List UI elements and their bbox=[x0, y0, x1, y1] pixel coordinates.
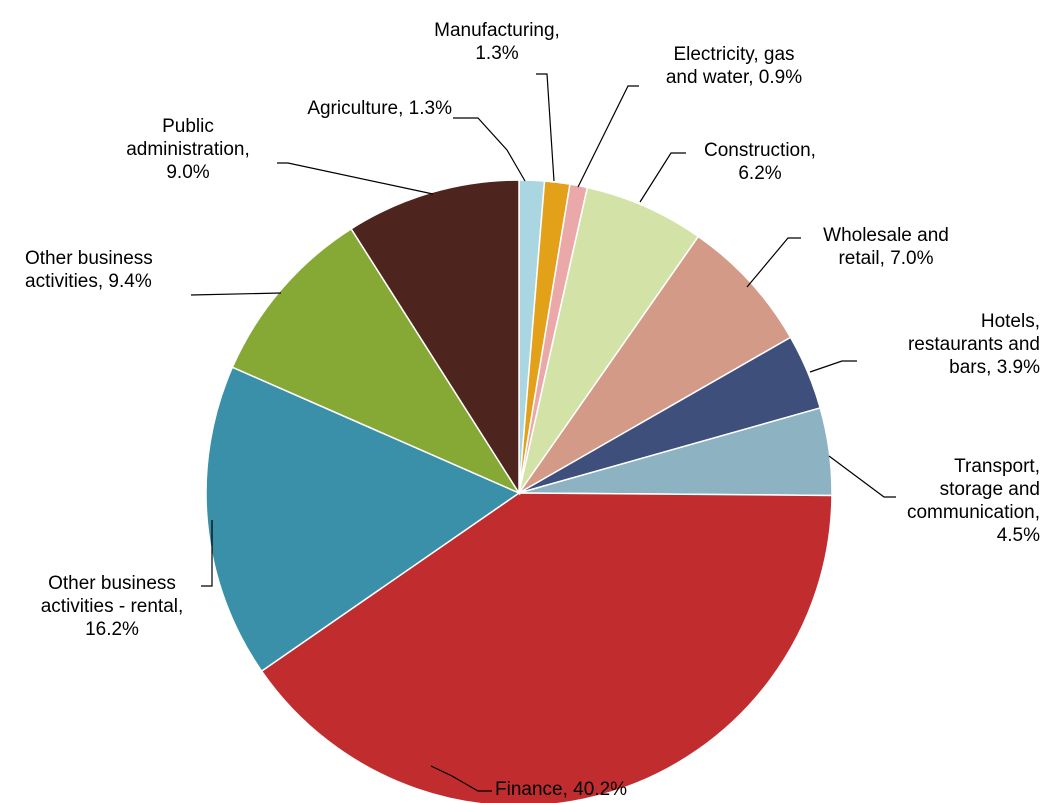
slice-label-line: Wholesale and bbox=[823, 225, 949, 246]
slice-label-line: 16.2% bbox=[85, 619, 139, 640]
slice-labels: Agriculture, 1.3% Manufacturing, 1.3% Elect… bbox=[25, 20, 1040, 800]
slice-label-line: restaurants and bbox=[908, 334, 1040, 355]
leader-line bbox=[277, 162, 434, 195]
slice-label-line: retail, 7.0% bbox=[838, 248, 933, 269]
slice-label-line: Hotels, bbox=[981, 311, 1040, 332]
leader-line bbox=[746, 237, 801, 288]
slice-label: Wholesale and retail, 7.0% bbox=[823, 225, 949, 269]
slice-label-line: Other business bbox=[48, 573, 176, 594]
slice-label-line: and water, 0.9% bbox=[666, 67, 802, 88]
slice-label: Finance, 40.2% bbox=[495, 779, 627, 800]
pie-slice-other-business-activities-rental bbox=[205, 366, 521, 673]
leader-line bbox=[536, 73, 555, 182]
leader-line bbox=[828, 455, 896, 498]
slice-label-line: 1.3% bbox=[475, 43, 518, 64]
leader-line bbox=[190, 292, 282, 296]
slice-label-line: Agriculture, 1.3% bbox=[307, 98, 452, 119]
slice-label: Construction, 6.2% bbox=[704, 140, 816, 184]
slice-label-line: administration, bbox=[126, 139, 250, 160]
slice-label: Public administration, 9.0% bbox=[126, 116, 250, 183]
pie-slice-finance bbox=[260, 492, 833, 803]
pie-slice-construction bbox=[518, 186, 700, 494]
slice-label-line: Construction, bbox=[704, 140, 816, 161]
leader-line bbox=[639, 152, 686, 203]
pie-slice-wholesale-and-retail bbox=[518, 235, 792, 494]
slice-label-line: bars, 3.9% bbox=[949, 357, 1040, 378]
slice-label: Other business activities - rental, 16.2% bbox=[41, 573, 184, 640]
slice-label-line: Transport, bbox=[954, 456, 1040, 477]
slice-label: Other business activities, 9.4% bbox=[25, 248, 153, 292]
slice-label: Hotels, restaurants and bars, 3.9% bbox=[908, 311, 1040, 378]
leader-line bbox=[809, 360, 857, 373]
slice-label-line: Manufacturing, bbox=[434, 20, 560, 41]
slice-label-line: storage and bbox=[940, 479, 1040, 500]
slice-label-line: Electricity, gas bbox=[673, 44, 794, 65]
pie-slice-other-business-activities bbox=[231, 227, 521, 495]
leader-line bbox=[201, 520, 213, 587]
slice-label-line: activities - rental, bbox=[41, 596, 184, 617]
slice-label: Manufacturing, 1.3% bbox=[434, 20, 560, 64]
slice-label: Agriculture, 1.3% bbox=[307, 98, 452, 119]
slice-label-line: Finance, 40.2% bbox=[495, 779, 627, 800]
slice-label-line: activities, 9.4% bbox=[25, 271, 152, 292]
slice-label: Transport, storage and communication, 4.5% bbox=[907, 456, 1040, 546]
slice-label-line: 4.5% bbox=[997, 525, 1040, 546]
pie-slices bbox=[205, 179, 833, 803]
leader-line bbox=[430, 765, 492, 792]
slice-label-line: communication, bbox=[907, 502, 1040, 523]
slice-label: Electricity, gas and water, 0.9% bbox=[666, 44, 802, 88]
leader-line bbox=[453, 117, 526, 182]
slice-label-line: 9.0% bbox=[166, 162, 209, 183]
pie-slice-public-administration bbox=[350, 179, 520, 496]
leader-lines bbox=[190, 73, 896, 792]
slice-label-line: Other business bbox=[25, 248, 153, 269]
slice-label-line: Public bbox=[162, 116, 214, 137]
leader-line bbox=[577, 85, 639, 188]
slice-label-line: 6.2% bbox=[738, 163, 781, 184]
